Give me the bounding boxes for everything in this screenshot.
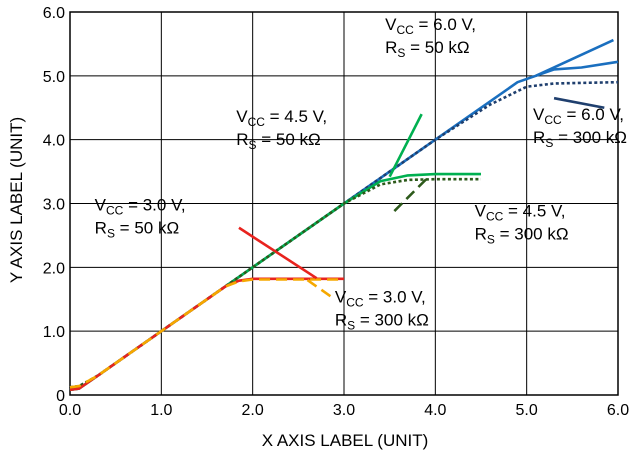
x-tick-label: 3.0	[333, 402, 355, 419]
annotation-4: VCC = 4.5 V,RS = 300 kΩ	[393, 178, 569, 246]
annotation-text-line: VCC = 3.0 V,	[335, 287, 426, 309]
y-tick-label: 2.0	[43, 260, 65, 277]
plot-frame	[69, 11, 619, 396]
annotation-5: VCC = 3.0 V,RS = 50 kΩ	[95, 196, 318, 280]
annotation-text-line: VCC = 4.5 V,	[475, 201, 566, 223]
series-lines	[69, 60, 619, 392]
annotation-text-line: VCC = 3.0 V,	[95, 196, 186, 218]
annotation-1: VCC = 6.0 V,RS = 50 kΩ	[385, 15, 614, 78]
annotation-text-line: VCC = 4.5 V,	[236, 107, 327, 129]
annotation-text-line: RS = 300 kΩ	[475, 224, 569, 246]
annotation-3: VCC = 4.5 V,RS = 50 kΩ	[236, 107, 423, 178]
y-tick-label: 4.0	[43, 133, 65, 150]
annotation-text-line: RS = 300 kΩ	[335, 310, 429, 332]
y-tick-label: 6.0	[43, 5, 65, 22]
y-tick-label: 5.0	[43, 69, 65, 86]
x-tick-label: 1.0	[150, 402, 172, 419]
annotation-6: VCC = 3.0 V,RS = 300 kΩ	[306, 279, 429, 332]
annotation-leader-line	[238, 226, 318, 280]
x-tick-label: 6.0	[607, 402, 629, 419]
series-line-4	[69, 177, 481, 389]
annotation-2: VCC = 6.0 V,RS = 300 kΩ	[533, 96, 627, 150]
series-line-6	[69, 278, 344, 389]
tick-labels: 0.0 1.0 2.0 3.0 4.0 5.0 6.0 0 1.0 2.0 3.0 4.0 5.0 6.0	[43, 5, 629, 419]
y-tick-label: 1.0	[43, 324, 65, 341]
annotation-text-line: VCC = 6.0 V,	[533, 105, 624, 127]
x-tick-label: 2.0	[242, 402, 264, 419]
series-line-2	[69, 80, 619, 389]
annotation-text-line: RS = 50 kΩ	[236, 130, 321, 152]
annotation-leader-line	[388, 113, 423, 178]
y-tick-label: 0	[56, 388, 65, 405]
y-axis-label: Y AXIS LABEL (UNIT)	[7, 117, 26, 283]
annotation-leader-line	[553, 96, 605, 110]
annotation-leader-line	[393, 178, 428, 213]
series-line-5	[69, 277, 344, 392]
annotation-leader-line	[306, 279, 336, 301]
annotation-text-line: RS = 50 kΩ	[385, 38, 470, 60]
y-tick-label: 3.0	[43, 197, 65, 214]
annotation-text-line: RS = 50 kΩ	[95, 219, 180, 241]
annotation-text-line: VCC = 6.0 V,	[385, 15, 476, 37]
x-tick-label: 5.0	[516, 402, 538, 419]
x-axis-label: X AXIS LABEL (UNIT)	[262, 431, 429, 450]
annotation-leader-line	[535, 38, 614, 78]
x-tick-label: 0.0	[59, 402, 81, 419]
x-tick-label: 4.0	[424, 402, 446, 419]
annotation-text-line: RS = 300 kΩ	[533, 128, 627, 150]
